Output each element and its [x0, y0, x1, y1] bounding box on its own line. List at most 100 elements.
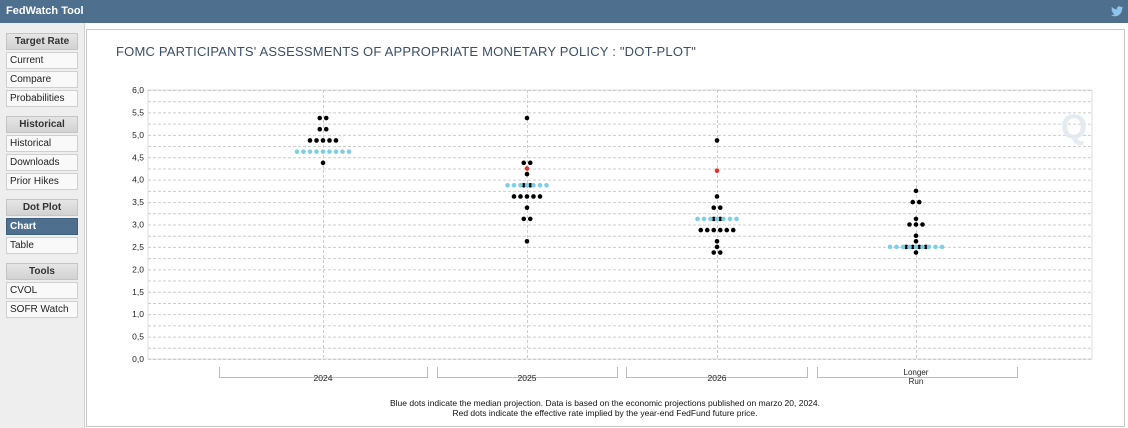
participant-dot — [524, 239, 530, 244]
y-tick-label: 3,5 — [132, 197, 144, 207]
y-tick-label: 6,0 — [132, 85, 144, 95]
sidebar-item-compare[interactable]: Compare — [6, 71, 78, 88]
section-target-rate: Target Rate — [6, 33, 78, 50]
median-dot — [894, 244, 899, 250]
participant-dot — [717, 205, 723, 210]
median-dot — [524, 182, 530, 188]
participant-dot — [903, 244, 909, 250]
x-tick-label-longer: Longer — [904, 368, 929, 377]
x-axis-group-line — [437, 367, 618, 378]
participant-dot — [317, 115, 323, 121]
median-dot — [340, 149, 345, 154]
participant-dot — [724, 227, 730, 233]
participant-dot — [717, 216, 723, 222]
participant-dot — [913, 216, 919, 222]
median-dot — [320, 149, 326, 154]
participant-dot — [524, 115, 530, 121]
note-futures: Red dots indicate the effective rate imp… — [452, 408, 758, 418]
app-title: FedWatch Tool — [6, 5, 84, 17]
sidebar-item-downloads[interactable]: Downloads — [6, 154, 78, 171]
y-tick-label: 4,0 — [132, 175, 144, 185]
participant-dot — [711, 205, 717, 210]
y-tick-label: 2,5 — [132, 242, 144, 252]
sidebar-item-prior-hikes[interactable]: Prior Hikes — [6, 173, 78, 190]
participant-dot — [323, 115, 329, 121]
median-dot — [907, 244, 912, 250]
participant-dot — [521, 182, 527, 188]
median-dot — [294, 149, 300, 154]
median-dot — [544, 182, 549, 188]
median-dot — [537, 182, 543, 188]
participant-dot — [717, 227, 723, 233]
section-dot-plot: Dot Plot — [6, 199, 78, 216]
participant-dot — [317, 126, 323, 132]
sidebar-item-current[interactable]: Current — [6, 52, 78, 69]
futures-dot — [524, 166, 530, 171]
median-dot — [301, 149, 306, 154]
y-tick-label: 1,0 — [132, 309, 144, 319]
participant-dot — [910, 199, 916, 205]
median-dot — [346, 149, 352, 154]
note-median: Blue dots indicate the median projection… — [390, 398, 820, 408]
x-axis-group-line — [626, 367, 808, 378]
participant-dot — [320, 160, 326, 166]
participant-dot — [913, 188, 919, 194]
sidebar-item-probabilities[interactable]: Probabilities — [6, 90, 78, 107]
participant-dot — [907, 222, 912, 227]
median-dot — [314, 149, 319, 154]
participant-dot — [323, 126, 329, 132]
sidebar-item-chart[interactable]: Chart — [6, 218, 78, 235]
participant-dot — [320, 138, 326, 143]
y-tick-label: 0,5 — [132, 332, 144, 342]
participant-dot — [923, 244, 929, 250]
participant-dot — [714, 138, 720, 143]
median-dot — [913, 244, 919, 250]
futures-dot — [714, 168, 720, 173]
participant-dot — [913, 239, 919, 244]
median-dot — [926, 244, 932, 250]
participant-dot — [521, 216, 527, 222]
sidebar-item-table[interactable]: Table — [6, 237, 78, 254]
participant-dot — [704, 227, 710, 233]
median-dot — [734, 216, 739, 222]
chart-title: FOMC PARTICIPANTS' ASSESSMENTS OF APPROP… — [116, 44, 697, 59]
participant-dot — [307, 138, 313, 143]
median-dot — [727, 216, 733, 222]
median-dot — [933, 244, 938, 250]
participant-dot — [711, 216, 717, 222]
median-dot — [721, 216, 726, 222]
median-dot — [939, 244, 945, 250]
participant-dot — [531, 194, 536, 199]
x-tick-label-run: Run — [909, 377, 924, 386]
participant-dot — [524, 205, 530, 210]
sidebar-item-cvol[interactable]: CVOL — [6, 282, 78, 299]
sidebar-item-sofr-watch[interactable]: SOFR Watch — [6, 301, 78, 318]
section-tools: Tools — [6, 263, 78, 280]
participant-dot — [524, 171, 530, 177]
twitter-icon[interactable] — [1110, 4, 1124, 18]
participant-dot — [537, 194, 543, 199]
x-axis-group-line — [219, 367, 428, 378]
median-dot — [708, 216, 713, 222]
sidebar-item-historical[interactable]: Historical — [6, 135, 78, 152]
median-dot — [327, 149, 332, 154]
section-historical: Historical — [6, 116, 78, 133]
x-tick-label: 2026 — [708, 373, 727, 383]
title-bar: FedWatch Tool — [0, 0, 1128, 23]
y-tick-label: 4,5 — [132, 152, 144, 162]
x-axis-group-line — [817, 367, 1018, 378]
participant-dot — [730, 227, 736, 233]
y-tick-label: 0,0 — [132, 354, 144, 364]
median-dot — [900, 244, 906, 250]
x-tick-label: 2025 — [518, 373, 537, 383]
y-tick-label: 3,0 — [132, 220, 144, 230]
participant-dot — [521, 160, 527, 166]
median-dot — [511, 182, 517, 188]
participant-dot — [527, 182, 533, 188]
participant-dot — [527, 160, 533, 166]
participant-dot — [527, 216, 533, 222]
y-tick-label: 5,0 — [132, 130, 144, 140]
median-dot — [701, 216, 707, 222]
participant-dot — [333, 138, 339, 143]
